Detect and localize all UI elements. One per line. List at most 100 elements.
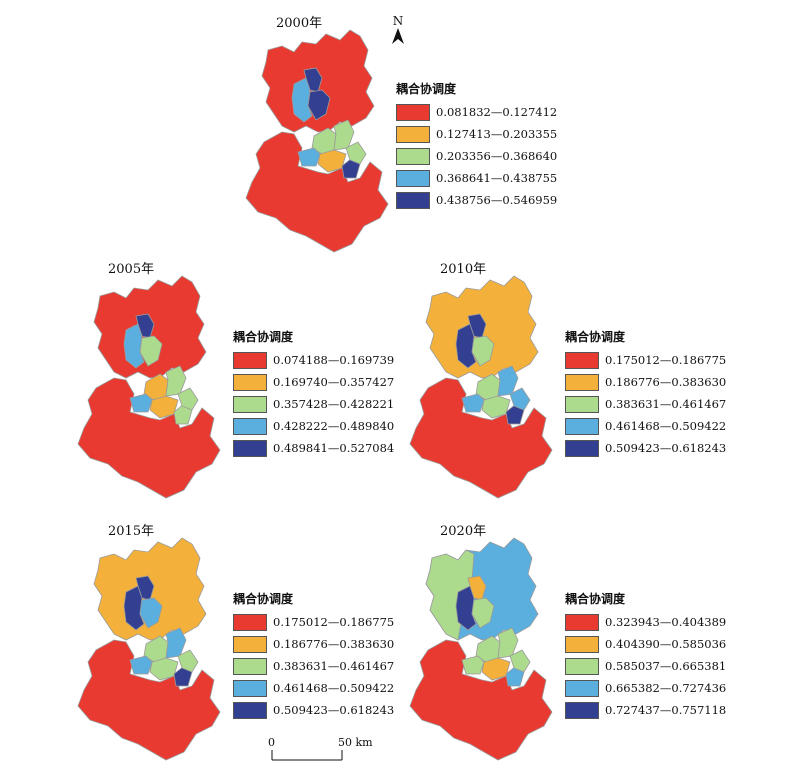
region-center-f	[177, 387, 199, 411]
legend-swatch	[233, 417, 267, 435]
panel-year-title: 2010年	[440, 262, 487, 277]
region-n-inner-right	[471, 335, 495, 367]
legend-swatch	[565, 635, 599, 653]
region-south-main	[245, 131, 389, 253]
legend-label: 0.357428—0.428221	[273, 397, 395, 411]
legend-label: 0.081832—0.127412	[436, 105, 558, 119]
legend-label: 0.368641—0.438755	[436, 171, 558, 185]
legend-label: 0.585037—0.665381	[605, 659, 727, 673]
legend-label: 0.489841—0.527084	[273, 441, 395, 455]
region-center-d	[461, 655, 485, 675]
region-south-main	[409, 377, 553, 499]
panel-year-title: 2020年	[440, 524, 487, 539]
legend-title: 耦合协调度	[233, 330, 294, 344]
legend-item: 0.665382—0.727436	[565, 677, 726, 699]
region-south-main	[77, 377, 221, 499]
region-map	[245, 29, 389, 253]
legend-label: 0.438756—0.546959	[436, 193, 558, 207]
legend-label: 0.175012—0.186775	[273, 615, 395, 629]
legend: 耦合协调度 0.081832—0.127412 0.127413—0.203355 0…	[396, 80, 557, 211]
region-n-inner-right	[307, 89, 331, 121]
legend-label: 0.461468—0.509422	[273, 681, 395, 695]
legend-label: 0.428222—0.489840	[273, 419, 395, 433]
legend-swatch	[233, 657, 267, 675]
legend-swatch	[565, 395, 599, 413]
legend-title: 耦合协调度	[396, 82, 457, 96]
map-panel-2020: 2020年耦合协调度 0.323943—0.404389 0.404390—0.58…	[400, 520, 740, 770]
region-map	[77, 275, 221, 499]
scale-start-label: 0	[268, 736, 275, 749]
legend-swatch	[233, 351, 267, 369]
legend-swatch	[565, 701, 599, 719]
legend-item: 0.404390—0.585036	[565, 633, 726, 655]
legend-label: 0.404390—0.585036	[605, 637, 727, 651]
scale-bar: 0 50 km	[268, 736, 388, 768]
region-map	[409, 275, 553, 499]
region-south-main	[409, 639, 553, 761]
legend-swatch	[565, 657, 599, 675]
legend-swatch	[233, 679, 267, 697]
legend-item: 0.428222—0.489840	[233, 415, 394, 437]
map-panel-2005: 2005年耦合协调度 0.074188—0.169739 0.169740—0.35…	[68, 258, 408, 508]
north-label: N	[392, 14, 404, 28]
legend-swatch	[396, 191, 430, 209]
legend-swatch	[233, 635, 267, 653]
legend: 耦合协调度 0.175012—0.186775 0.186776—0.383630 0…	[565, 328, 726, 459]
panel-year-title: 2005年	[108, 262, 155, 277]
legend-item: 0.186776—0.383630	[565, 371, 726, 393]
legend-swatch	[396, 125, 430, 143]
legend-item: 0.461468—0.509422	[565, 415, 726, 437]
legend-item: 0.169740—0.357427	[233, 371, 394, 393]
legend-swatch	[565, 373, 599, 391]
legend-label: 0.727437—0.757118	[605, 703, 727, 717]
legend-swatch	[233, 395, 267, 413]
legend: 耦合协调度 0.074188—0.169739 0.169740—0.357427 0…	[233, 328, 394, 459]
legend-item: 0.585037—0.665381	[565, 655, 726, 677]
legend-label: 0.203356—0.368640	[436, 149, 558, 163]
legend-item: 0.383631—0.461467	[233, 655, 394, 677]
legend-swatch	[565, 417, 599, 435]
legend-item: 0.509423—0.618243	[233, 699, 394, 721]
region-center-f	[345, 141, 367, 165]
region-center-f	[509, 387, 531, 411]
legend-label: 0.461468—0.509422	[605, 419, 727, 433]
region-center-d	[461, 393, 485, 413]
legend-item: 0.489841—0.527084	[233, 437, 394, 459]
legend-item: 0.186776—0.383630	[233, 633, 394, 655]
legend-swatch	[565, 613, 599, 631]
legend-item: 0.127413—0.203355	[396, 123, 557, 145]
region-center-f	[177, 649, 199, 673]
legend-item: 0.175012—0.186775	[565, 349, 726, 371]
panel-year-title: 2015年	[108, 524, 155, 539]
legend-label: 0.175012—0.186775	[605, 353, 727, 367]
legend-title: 耦合协调度	[233, 592, 294, 606]
region-map	[77, 537, 221, 761]
legend-label: 0.169740—0.357427	[273, 375, 395, 389]
legend-item: 0.461468—0.509422	[233, 677, 394, 699]
region-center-f	[509, 649, 531, 673]
region-n-inner-right	[139, 335, 163, 367]
map-panel-2015: 2015年耦合协调度 0.175012—0.186775 0.186776—0.38…	[68, 520, 408, 770]
legend-label: 0.186776—0.383630	[273, 637, 395, 651]
legend-title: 耦合协调度	[565, 592, 626, 606]
legend-label: 0.383631—0.461467	[605, 397, 727, 411]
panel-year-title: 2000年	[276, 16, 323, 31]
legend-swatch	[233, 701, 267, 719]
legend-swatch	[233, 613, 267, 631]
legend-label: 0.127413—0.203355	[436, 127, 558, 141]
legend-item: 0.509423—0.618243	[565, 437, 726, 459]
region-map	[409, 537, 553, 761]
legend-swatch	[233, 439, 267, 457]
legend-label: 0.074188—0.169739	[273, 353, 395, 367]
legend-item: 0.323943—0.404389	[565, 611, 726, 633]
legend-item: 0.727437—0.757118	[565, 699, 726, 721]
map-panel-2000: 2000年耦合协调度 0.081832—0.127412 0.127413—0.20…	[236, 12, 576, 253]
region-center-d	[297, 147, 321, 167]
north-arrow-icon	[392, 28, 404, 44]
legend-swatch	[396, 169, 430, 187]
legend-title: 耦合协调度	[565, 330, 626, 344]
legend: 耦合协调度 0.323943—0.404389 0.404390—0.585036 0…	[565, 590, 726, 721]
legend-item: 0.357428—0.428221	[233, 393, 394, 415]
scale-end-label: 50 km	[338, 736, 373, 749]
legend-swatch	[396, 103, 430, 121]
